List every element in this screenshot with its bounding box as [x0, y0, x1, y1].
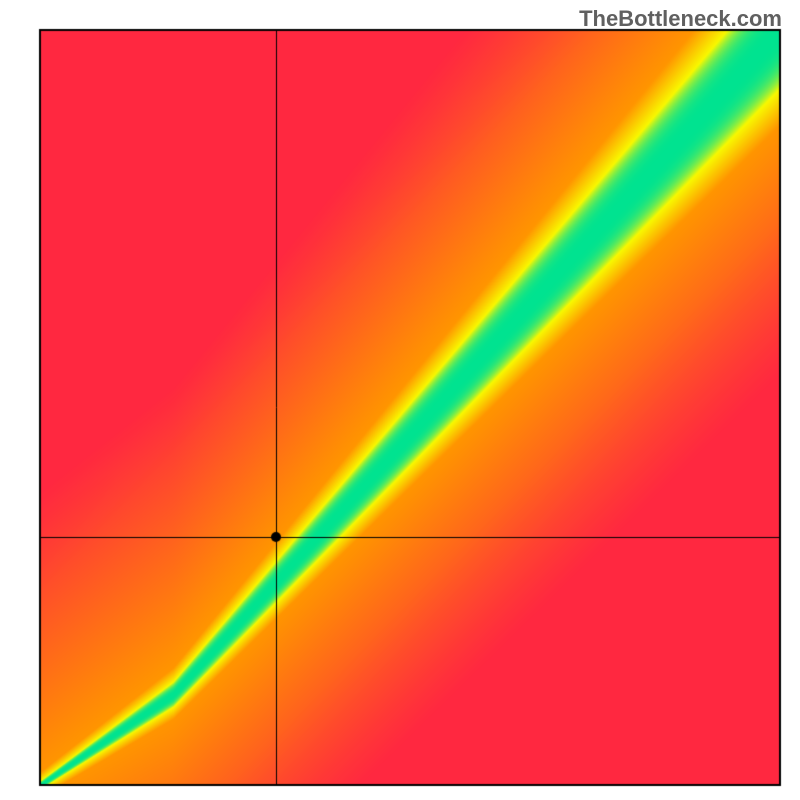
heatmap-canvas [0, 0, 800, 800]
chart-container: TheBottleneck.com [0, 0, 800, 800]
watermark-text: TheBottleneck.com [579, 6, 782, 32]
